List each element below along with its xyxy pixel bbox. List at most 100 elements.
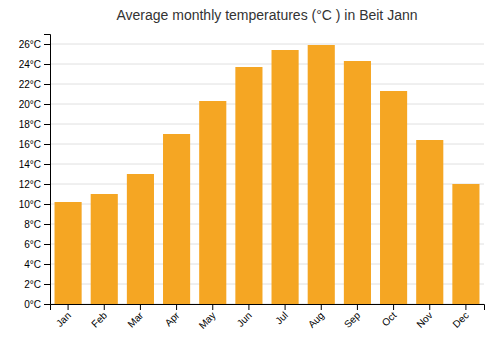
y-axis: 0°C 2°C 4°C 6°C 8°C 10°C 12°C 14°C 16°C 18°C 20°C 2… [19,35,51,310]
tick-mark [44,124,50,125]
axis-line [44,35,51,305]
bar [308,45,335,304]
tick-label: 12°C [19,179,41,190]
tick-mark [212,304,213,310]
bar [416,140,443,304]
plot: 0°C 2°C 4°C 6°C 8°C 10°C 12°C 14°C 16°C 18°C 20°C 2… [19,35,485,331]
grid-line [50,44,484,45]
bar [380,91,407,304]
tick: Aug [306,304,326,330]
tick-mark [44,44,50,45]
tick-label: Aug [306,310,326,330]
tick: 22°C [19,79,50,90]
tick: Jul [273,304,290,326]
tick-mark [44,224,50,225]
bar [91,194,118,304]
tick: Feb [89,304,109,330]
tick-mark [140,304,141,310]
tick-mark [44,164,50,165]
tick-label: 16°C [19,139,41,150]
bar [235,67,262,304]
bar [163,134,190,304]
tick-mark [176,304,177,310]
tick: 8°C [24,219,50,230]
tick: Mar [125,304,145,330]
tick-label: Oct [380,310,399,329]
tick-mark [104,304,105,310]
tick-label: 8°C [24,219,41,230]
tick-mark [44,204,50,205]
tick: Dec [451,304,471,330]
bar [344,61,371,304]
tick-label: 26°C [19,39,41,50]
grid [50,44,484,304]
tick-mark [285,304,286,310]
tick-label: 10°C [19,199,41,210]
tick: 6°C [24,239,50,250]
grid-line [50,124,484,125]
tick-label: Feb [89,309,109,329]
tick-mark [44,184,50,185]
tick-label: 24°C [19,59,41,70]
tick-label: 22°C [19,79,41,90]
tick-label: 18°C [19,119,41,130]
tick: Nov [414,304,434,330]
tick-mark [44,144,50,145]
tick-mark [44,84,50,85]
tick: Sep [342,304,363,330]
tick: 16°C [19,139,50,150]
tick: May [197,304,218,331]
tick: 18°C [19,119,50,130]
tick-label: Apr [163,309,182,328]
tick-mark [248,304,249,310]
tick-mark [44,64,50,65]
tick: Jun [235,304,254,329]
tick: 20°C [19,99,50,110]
bars [55,45,480,304]
tick: 10°C [19,199,50,210]
tick: 0°C [24,299,50,310]
tick: 4°C [24,259,50,270]
tick-label: Dec [451,310,471,330]
tick-label: Nov [414,310,434,330]
tick: Oct [380,304,399,328]
tick-label: Jul [273,310,290,327]
tick-label: Jan [54,310,73,329]
tick-label: May [197,310,218,331]
tick-mark [465,304,466,310]
tick-label: Jun [235,310,254,329]
tick: 24°C [19,59,50,70]
tick-label: 2°C [24,279,41,290]
tick-mark [44,304,50,305]
tick-mark [321,304,322,310]
tick: 2°C [24,279,50,290]
tick-mark [393,304,394,310]
tick-mark [44,284,50,285]
bar [452,184,479,304]
bar [199,101,226,304]
tick-mark [44,244,50,245]
tick: 14°C [19,159,50,170]
tick: Apr [163,304,182,328]
title: Average monthly temperatures (°C ) in Be… [116,7,417,23]
tick-mark [429,304,430,310]
bar [272,50,299,304]
tick-label: 4°C [24,259,41,270]
tick: 12°C [19,179,50,190]
axis-line [51,305,485,311]
tick: Jan [54,304,73,329]
tick-mark [44,264,50,265]
chart: 0°C 2°C 4°C 6°C 8°C 10°C 12°C 14°C 16°C 18°C 20°C 2… [0,0,500,350]
tick-mark [357,304,358,310]
tick-mark [44,104,50,105]
tick: 26°C [19,39,50,50]
grid-line [50,104,484,105]
tick-label: 6°C [24,239,41,250]
grid-line [50,84,484,85]
tick-label: Mar [125,309,145,329]
tick-mark [68,304,69,310]
bar [55,202,82,304]
tick-label: Sep [342,309,363,330]
grid-line [50,64,484,65]
x-axis: Jan Feb Mar Apr May Jun Jul Aug Sep Oct Nov Dec [51,304,485,331]
